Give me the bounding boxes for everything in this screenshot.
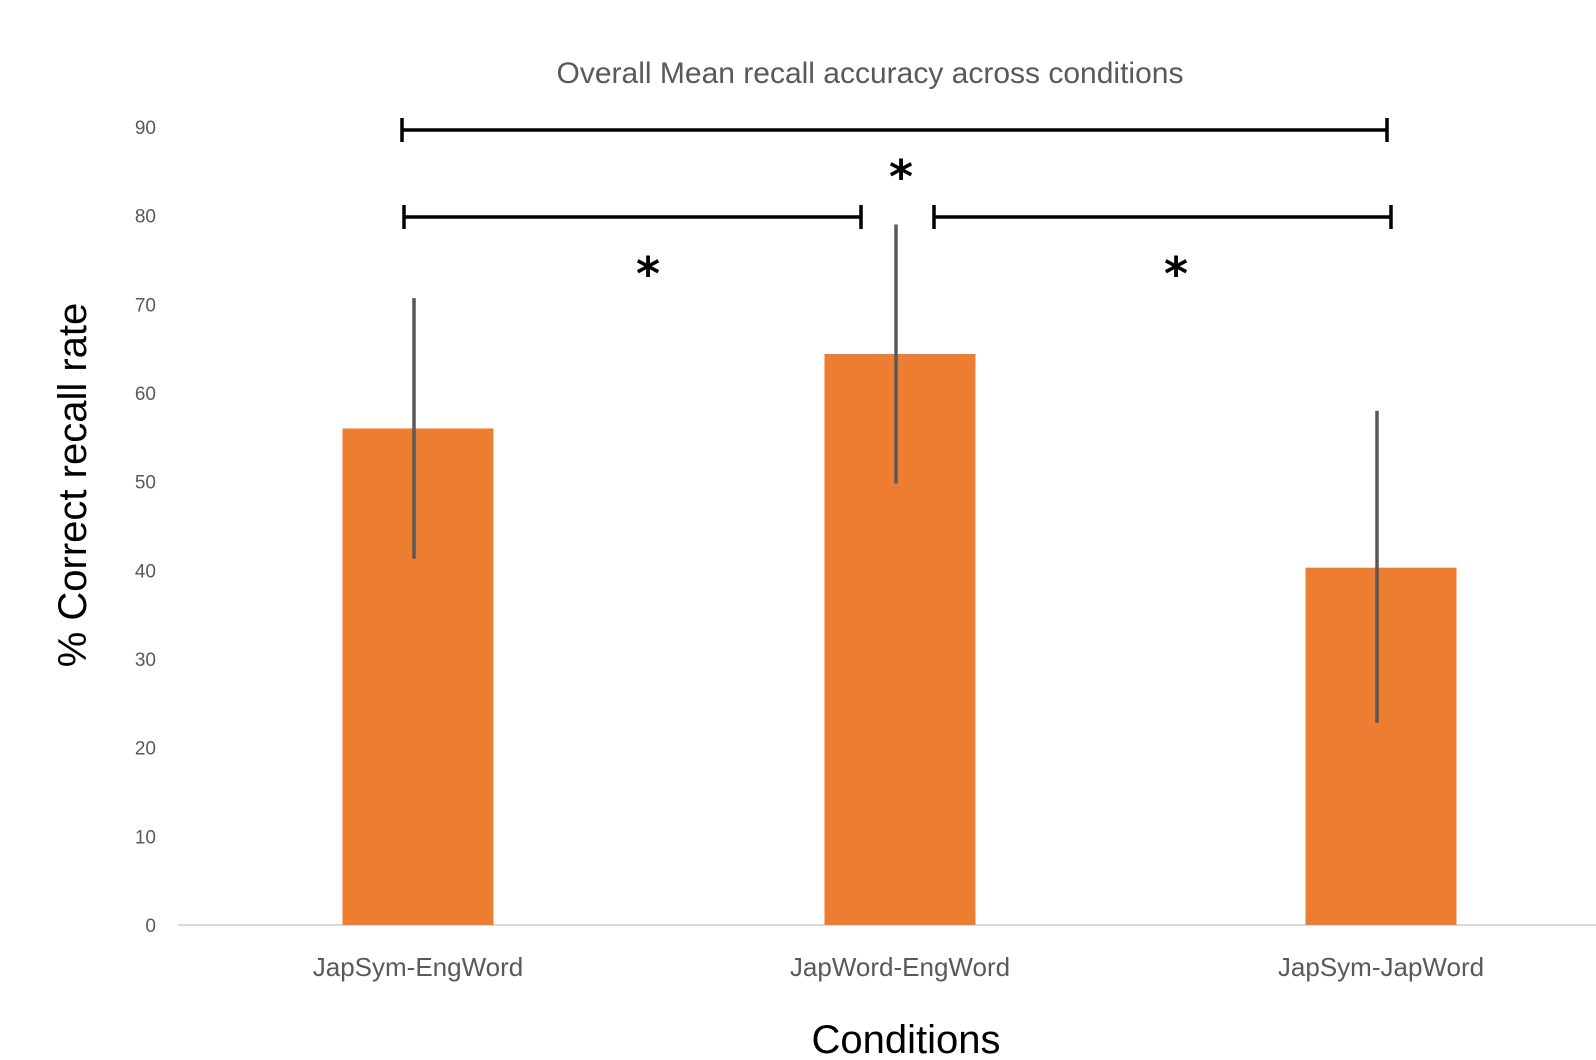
error-bars [412,224,1379,723]
x-axis-title: Conditions [811,1018,1000,1060]
y-axis-ticks: 0 10 20 30 40 50 60 70 80 90 [135,118,156,937]
x-tick-label: JapSym-EngWord [313,952,524,982]
y-tick-label: 60 [135,384,156,405]
y-tick-label: 70 [135,295,156,316]
y-tick-label: 10 [135,827,156,848]
y-axis-title: % Correct recall rate [51,303,95,668]
significance-marker: * [889,150,913,204]
y-tick-label: 50 [135,473,156,494]
y-tick-label: 0 [145,916,156,937]
significance-brackets: * * * [400,118,1393,301]
x-axis-categories: JapSym-EngWord JapWord-EngWord JapSym-JapW… [313,952,1484,982]
significance-marker: * [1164,247,1188,301]
chart-title: Overall Mean recall accuracy across cond… [557,57,1184,90]
significance-marker: * [636,247,660,301]
y-tick-label: 90 [135,118,156,139]
bar [342,428,494,925]
y-tick-label: 20 [135,739,156,760]
bar [1305,567,1457,925]
y-tick-label: 30 [135,650,156,671]
x-tick-label: JapSym-JapWord [1278,952,1484,982]
y-tick-label: 40 [135,561,156,582]
bars [342,353,1457,925]
x-tick-label: JapWord-EngWord [790,952,1010,982]
bar [824,353,976,925]
y-tick-label: 80 [135,207,156,228]
